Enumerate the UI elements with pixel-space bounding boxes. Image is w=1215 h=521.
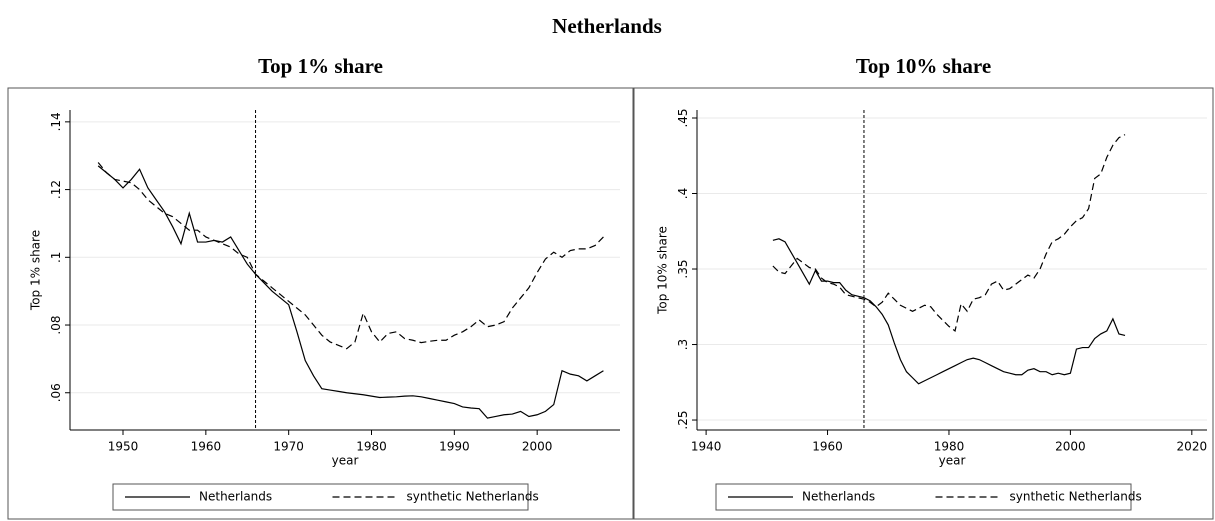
x-tick-label: 1990 <box>439 440 470 454</box>
x-tick-label: 1940 <box>691 440 722 454</box>
y-tick-label: .08 <box>49 315 63 334</box>
figure-title: Netherlands <box>552 14 662 38</box>
y-tick-label: .1 <box>49 252 63 263</box>
y-tick-label: .06 <box>49 383 63 402</box>
series-line <box>772 238 1126 385</box>
series-line <box>97 165 604 419</box>
panel-frame <box>633 87 1214 520</box>
legend-label: Netherlands <box>802 490 875 504</box>
panel-frame <box>7 87 634 520</box>
legend-label: synthetic Netherlands <box>1010 490 1142 504</box>
x-tick-label: 1980 <box>934 440 965 454</box>
y-axis-label: Top 10% share <box>656 226 670 315</box>
x-axis-label: year <box>939 454 966 468</box>
y-axis-label: Top 1% share <box>29 230 43 311</box>
y-tick-label: .12 <box>49 180 63 199</box>
y-tick-label: .4 <box>676 188 690 199</box>
x-tick-label: 2000 <box>1055 440 1086 454</box>
legend-label: Netherlands <box>199 490 272 504</box>
x-axis-label: year <box>332 454 359 468</box>
panel-title: Top 1% share <box>258 54 383 78</box>
x-tick-label: 1970 <box>273 440 304 454</box>
y-tick-label: .35 <box>676 259 690 278</box>
y-tick-label: .3 <box>676 339 690 350</box>
legend-label: synthetic Netherlands <box>407 490 539 504</box>
x-tick-label: 2000 <box>522 440 553 454</box>
x-tick-label: 2020 <box>1177 440 1208 454</box>
legend-box <box>112 483 529 511</box>
x-tick-label: 1960 <box>812 440 843 454</box>
x-tick-label: 1960 <box>191 440 222 454</box>
x-tick-label: 1980 <box>356 440 387 454</box>
y-tick-label: .14 <box>49 112 63 131</box>
series-line <box>772 134 1126 332</box>
x-tick-label: 1950 <box>108 440 139 454</box>
series-line <box>97 162 604 350</box>
y-tick-label: .25 <box>676 410 690 429</box>
y-tick-label: .45 <box>676 108 690 127</box>
panel-title: Top 10% share <box>856 54 991 78</box>
